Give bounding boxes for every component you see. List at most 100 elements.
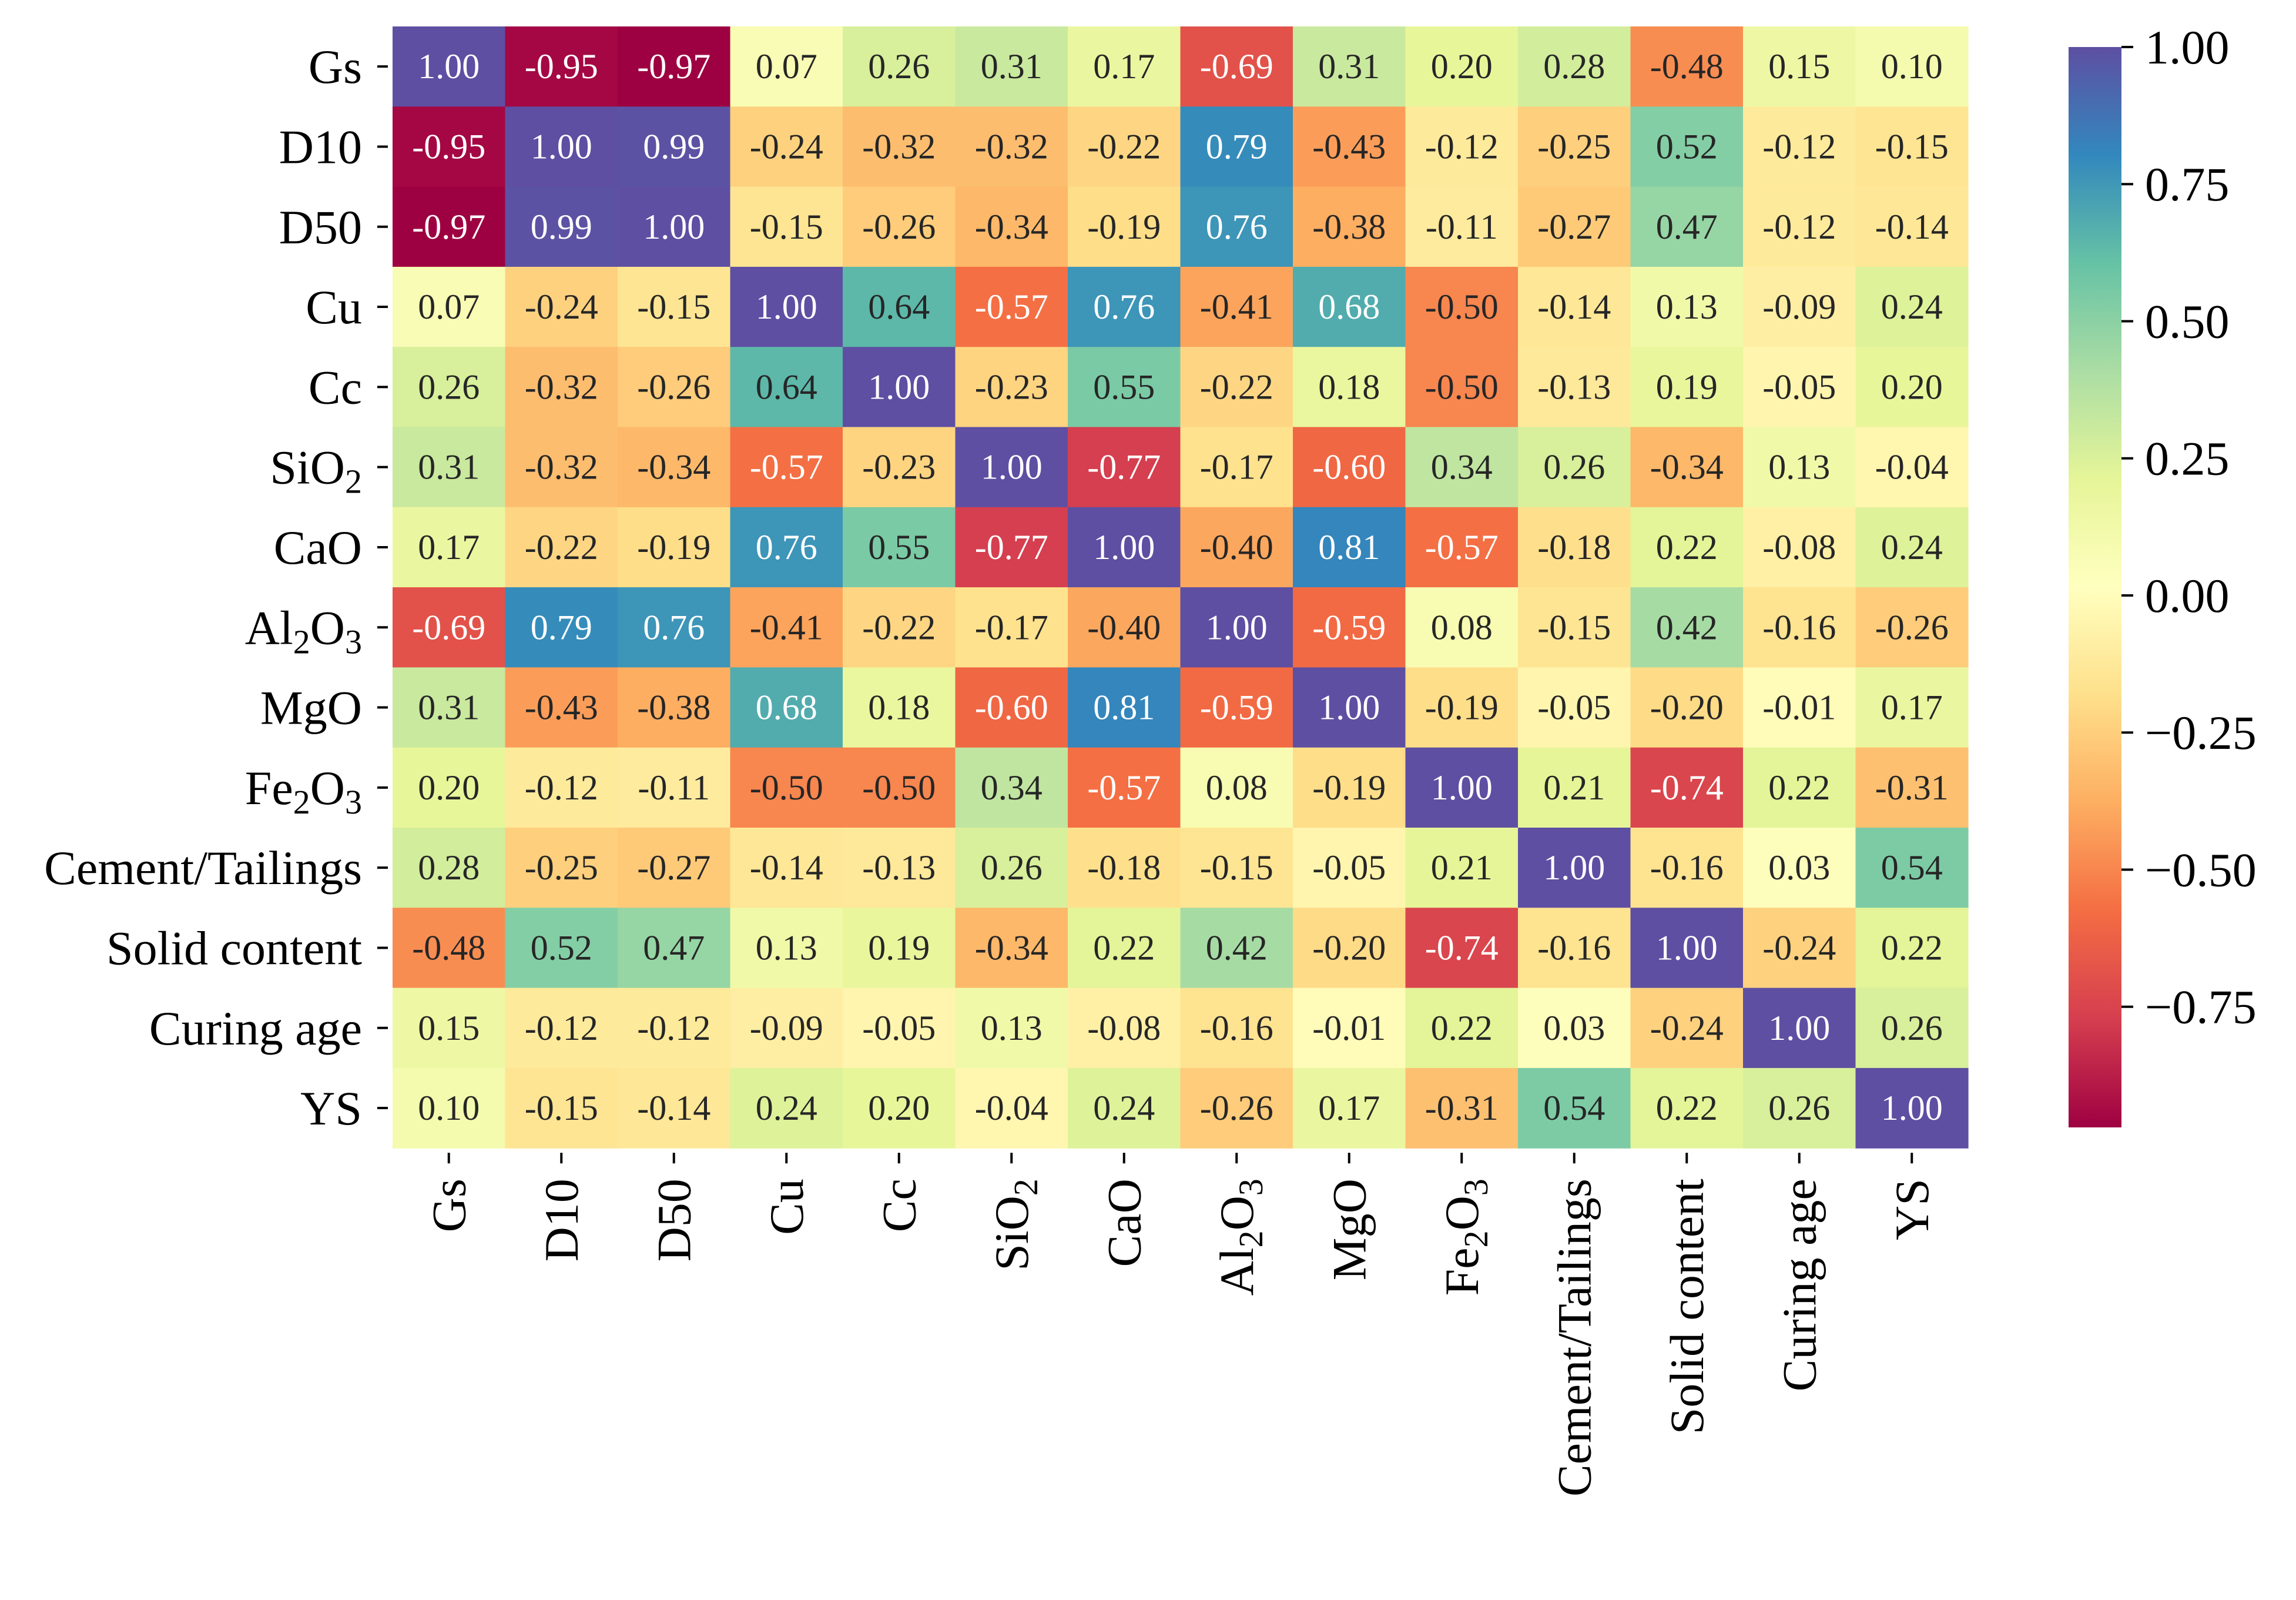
cell-value-label: 0.22 bbox=[1431, 1009, 1493, 1047]
heatmap-cell bbox=[843, 347, 956, 428]
heatmap-cell bbox=[1180, 908, 1293, 989]
x-tick-label: D10 bbox=[535, 1179, 588, 1261]
heatmap-cell bbox=[1855, 347, 1969, 428]
cell-value-label: 0.31 bbox=[1318, 47, 1380, 86]
heatmap-cell bbox=[393, 587, 506, 668]
cell-value-label: -0.12 bbox=[1762, 127, 1836, 166]
heatmap-cell bbox=[505, 1067, 618, 1149]
cell-value-label: -0.12 bbox=[525, 1009, 598, 1047]
heatmap-cell bbox=[1855, 266, 1969, 347]
heatmap-cell bbox=[1293, 828, 1406, 908]
y-tick-label: Gs bbox=[309, 40, 362, 93]
colorbar-tick-label: 0.00 bbox=[2145, 569, 2230, 622]
cell-value-label: -0.41 bbox=[750, 608, 823, 647]
heatmap-cell bbox=[618, 988, 731, 1069]
cell-value-label: 1.00 bbox=[981, 448, 1043, 487]
cell-value-label: -0.15 bbox=[1537, 608, 1611, 647]
heatmap-cell bbox=[843, 1067, 956, 1149]
heatmap-cell bbox=[1405, 1067, 1519, 1149]
cell-value-label: -0.97 bbox=[412, 207, 485, 246]
cell-value-label: 0.47 bbox=[643, 928, 705, 967]
heatmap-cell bbox=[1180, 26, 1293, 107]
heatmap-cell bbox=[618, 828, 731, 908]
heatmap-cell bbox=[1630, 507, 1744, 588]
cell-value-label: 0.15 bbox=[418, 1009, 480, 1047]
colorbar-tick-label: 0.75 bbox=[2145, 158, 2230, 211]
heatmap-cell bbox=[505, 908, 618, 989]
heatmap-cell bbox=[955, 507, 1068, 588]
heatmap-cell bbox=[393, 507, 506, 588]
heatmap-cell bbox=[1068, 427, 1181, 508]
heatmap-cell bbox=[955, 828, 1068, 908]
y-tick-label: Solid content bbox=[106, 921, 362, 975]
heatmap-cell bbox=[618, 106, 731, 188]
cell-value-label: -0.22 bbox=[862, 608, 936, 647]
heatmap-cell bbox=[1630, 26, 1744, 107]
heatmap-cell bbox=[1068, 347, 1181, 428]
heatmap-cell bbox=[1630, 747, 1744, 828]
cell-value-label: -0.05 bbox=[862, 1009, 936, 1047]
cell-value-label: -0.19 bbox=[1312, 768, 1386, 807]
heatmap-cell bbox=[843, 747, 956, 828]
heatmap-cell bbox=[1405, 507, 1519, 588]
heatmap-cell bbox=[1630, 828, 1744, 908]
heatmap-cell bbox=[1405, 988, 1519, 1069]
heatmap-cell bbox=[1405, 587, 1519, 668]
cell-value-label: -0.57 bbox=[975, 287, 1048, 326]
heatmap-cell bbox=[618, 186, 731, 267]
heatmap-cell bbox=[843, 828, 956, 908]
cell-value-label: -0.48 bbox=[412, 928, 485, 967]
heatmap-cell bbox=[730, 186, 843, 267]
cell-value-label: -0.24 bbox=[1650, 1009, 1724, 1047]
heatmap-cell bbox=[1518, 266, 1631, 347]
cell-value-label: 1.00 bbox=[1431, 768, 1493, 807]
heatmap-cell bbox=[1855, 507, 1969, 588]
cell-value-label: -0.09 bbox=[750, 1009, 823, 1047]
heatmap-cell bbox=[843, 26, 956, 107]
y-tick-label: D50 bbox=[279, 200, 362, 254]
heatmap-cell bbox=[1180, 266, 1293, 347]
heatmap-cell bbox=[1180, 507, 1293, 588]
cell-value-label: 0.28 bbox=[418, 848, 480, 887]
cell-value-label: 0.22 bbox=[1656, 1089, 1718, 1127]
x-tick-label: Curing age bbox=[1773, 1179, 1826, 1391]
cell-value-label: -0.40 bbox=[1200, 528, 1273, 567]
heatmap-cell bbox=[1518, 347, 1631, 428]
cell-value-label: 1.00 bbox=[1881, 1089, 1943, 1127]
heatmap-cell bbox=[1068, 988, 1181, 1069]
heatmap-cell bbox=[1630, 347, 1744, 428]
heatmap-cell bbox=[1068, 507, 1181, 588]
x-tick-label: Solid content bbox=[1660, 1179, 1714, 1434]
cell-value-label: 0.34 bbox=[981, 768, 1043, 807]
y-tick-label: MgO bbox=[260, 681, 362, 735]
column-labels: Gs D10 D50 Cu Cc SiO2 CaO Al2O3 MgO Fe2O3 Cement/T… bbox=[423, 1153, 1939, 1497]
cell-value-label: 0.18 bbox=[868, 688, 930, 727]
cell-value-label: 0.26 bbox=[1768, 1089, 1830, 1127]
cell-value-label: -0.74 bbox=[1425, 928, 1499, 967]
heatmap-cell bbox=[1068, 587, 1181, 668]
x-tick-label: Cement/Tailings bbox=[1548, 1179, 1601, 1497]
x-tick-label: Cc bbox=[873, 1179, 926, 1232]
cell-value-label: 0.68 bbox=[756, 688, 817, 727]
heatmap-cell bbox=[1068, 908, 1181, 989]
cell-value-label: -0.57 bbox=[1087, 768, 1161, 807]
cell-value-label: -0.77 bbox=[975, 528, 1048, 567]
colorbar-tick-label: −0.25 bbox=[2145, 706, 2257, 759]
cell-value-label: 0.79 bbox=[1206, 127, 1268, 166]
heatmap-cell bbox=[1068, 747, 1181, 828]
cell-value-label: 0.08 bbox=[1431, 608, 1493, 647]
cell-value-label: -0.26 bbox=[637, 367, 710, 406]
heatmap-cell bbox=[505, 747, 618, 828]
cell-value-label: -0.59 bbox=[1312, 608, 1386, 647]
cell-value-label: -0.15 bbox=[1875, 127, 1949, 166]
cell-value-label: -0.24 bbox=[1762, 928, 1836, 967]
y-tick-label: Cement/Tailings bbox=[44, 841, 362, 895]
heatmap-cell bbox=[1293, 908, 1406, 989]
cell-value-label: 0.81 bbox=[1318, 528, 1380, 567]
heatmap-cell bbox=[1180, 587, 1293, 668]
heatmap-cell bbox=[1743, 507, 1856, 588]
heatmap-cell bbox=[1405, 828, 1519, 908]
cell-value-label: -0.19 bbox=[1425, 688, 1499, 727]
heatmap-cell bbox=[1743, 908, 1856, 989]
